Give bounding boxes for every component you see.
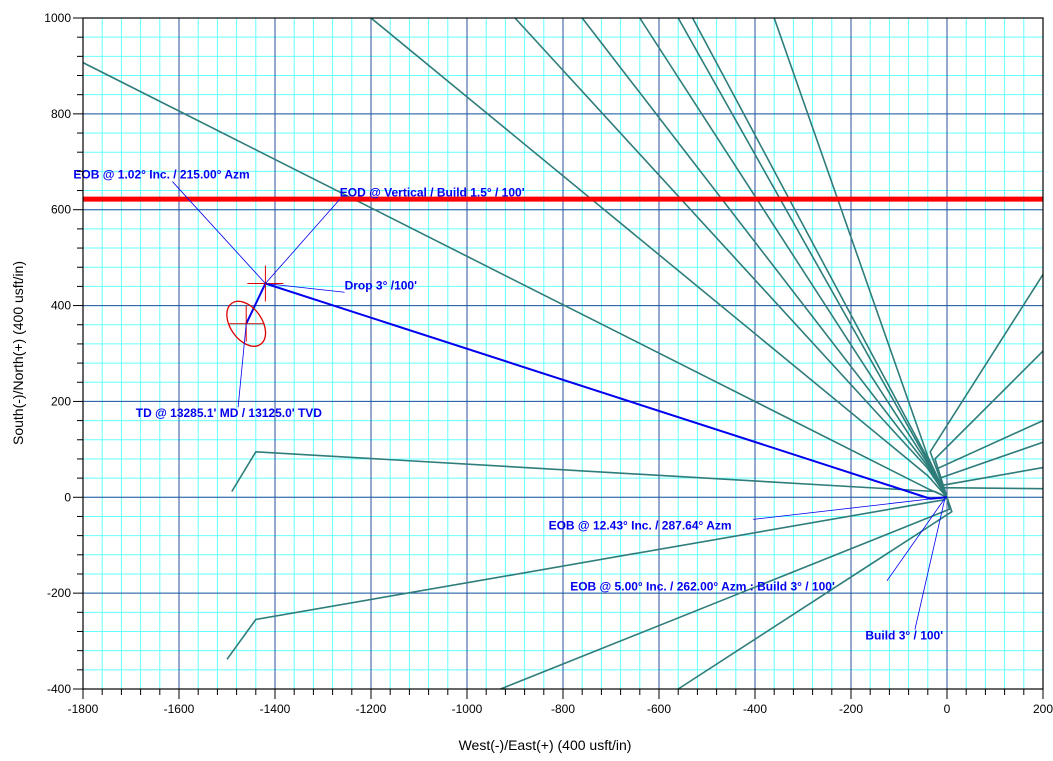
annotations: EOB @ 1.02° Inc. / 215.00° Azm EOD @ Vert… [73, 168, 943, 643]
annotation-leader [265, 283, 345, 293]
x-tick-label: -400 [743, 702, 767, 716]
tick-labels: -1800 -1600 -1400 -1200 -1000 -800 -600 -400 -20… [44, 11, 1053, 716]
x-tick-label: -1400 [260, 702, 291, 716]
x-tick-label: -1000 [452, 702, 483, 716]
y-tick-label: 600 [51, 203, 71, 217]
x-tick-label: -200 [839, 702, 863, 716]
x-tick-label: 0 [944, 702, 951, 716]
y-tick-label: -400 [47, 682, 71, 696]
annotation-leader [886, 498, 945, 581]
x-tick-label: -600 [647, 702, 671, 716]
target-layer [226, 265, 284, 347]
annotation-leader [753, 496, 945, 520]
y-tick-label: 0 [64, 490, 71, 504]
annotation-leaders [172, 181, 945, 630]
annotation-leader [237, 323, 247, 408]
y-axis-label: South(-)/North(+) (400 usft/in) [10, 261, 26, 445]
offset-well-path [226, 496, 948, 660]
annotation-label: Drop 3° /100' [345, 278, 417, 292]
annotation-label: TD @ 13285.1' MD / 13125.0' TVD [136, 406, 322, 420]
y-tick-label: 800 [51, 107, 71, 121]
y-tick-label: -200 [47, 586, 71, 600]
annotation-label: EOB @ 5.00° Inc. / 262.00° Azm : Build 3… [570, 580, 835, 594]
offset-wells [82, 17, 1044, 690]
y-tick-label: 1000 [44, 11, 71, 25]
x-tick-label: -1800 [68, 702, 99, 716]
annotation-label: EOB @ 12.43° Inc. / 287.64° Azm [549, 518, 732, 532]
annotation-leader [172, 181, 266, 284]
offset-well-path [370, 17, 948, 498]
annotation-label: EOB @ 1.02° Inc. / 215.00° Azm [73, 168, 249, 182]
y-tick-label: 200 [51, 394, 71, 408]
y-tick-label: 400 [51, 299, 71, 313]
offset-well-path [934, 350, 1044, 498]
annotation-leader [265, 199, 341, 284]
annotation-label: EOD @ Vertical / Build 1.5° / 100' [340, 185, 525, 199]
offset-well-path [940, 486, 1044, 498]
target-ellipse [226, 300, 267, 347]
x-tick-label: -1200 [356, 702, 387, 716]
offset-well-path [82, 61, 948, 499]
offset-well-path [773, 17, 948, 498]
x-tick-label: 200 [1033, 702, 1053, 716]
major-grid [83, 18, 1043, 689]
x-axis-label: West(-)/East(+) (400 usft/in) [459, 737, 632, 753]
x-tick-label: -1600 [164, 702, 195, 716]
offset-well-path [677, 497, 953, 690]
offset-well-path [581, 17, 948, 498]
annotation-leader [914, 499, 945, 630]
x-tick-label: -800 [551, 702, 575, 716]
axis-ticks [73, 17, 1044, 699]
annotation-label: Build 3° / 100' [865, 629, 943, 643]
